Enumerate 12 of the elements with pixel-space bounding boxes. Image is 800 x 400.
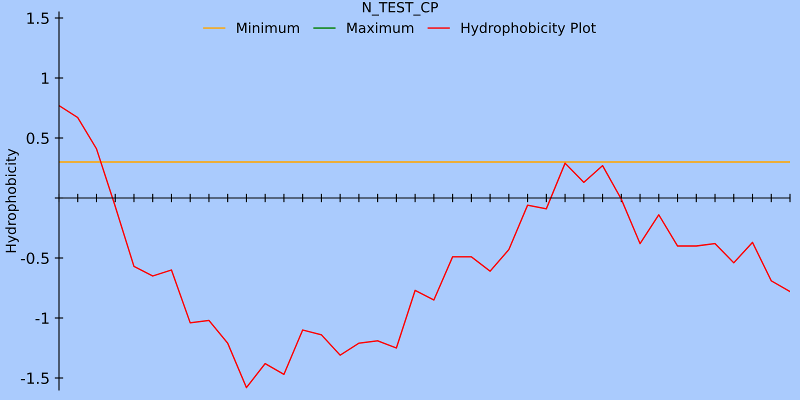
- y-tick-label: -1: [35, 312, 49, 324]
- chart-title: N_TEST_CP: [362, 2, 438, 16]
- y-tick-label: -0.5: [20, 252, 49, 264]
- legend-label: Hydrophobicity Plot: [462, 22, 596, 36]
- y-tick-label: 0.5: [26, 132, 49, 144]
- legend-label: Maximum: [347, 22, 414, 34]
- y-tick-label: -1.5: [20, 372, 49, 384]
- y-tick-label: 1.5: [27, 12, 49, 24]
- line-series: [59, 104, 790, 388]
- y-tick-label: 1: [42, 72, 49, 84]
- y-axis-title: Hydrophobicity: [5, 148, 19, 252]
- legend-label: Minimum: [237, 22, 299, 34]
